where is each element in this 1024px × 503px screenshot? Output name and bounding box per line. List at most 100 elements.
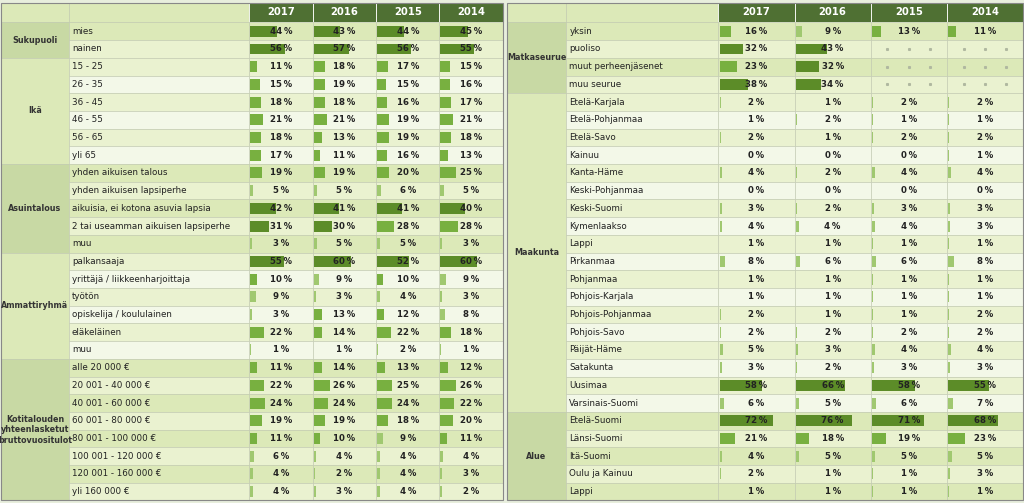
Text: yhden aikuisen lapsiperhe: yhden aikuisen lapsiperhe	[72, 186, 186, 195]
Text: 60 001 - 80 000 €: 60 001 - 80 000 €	[72, 416, 151, 426]
Text: 41 %: 41 %	[396, 204, 419, 213]
Bar	[376, 164, 439, 182]
Bar	[377, 114, 389, 125]
Bar	[440, 309, 445, 320]
Text: Kainuu: Kainuu	[569, 151, 599, 160]
Bar	[69, 111, 250, 129]
Text: 23 %: 23 %	[974, 434, 996, 443]
Bar	[376, 23, 439, 40]
Bar	[948, 97, 949, 108]
Bar	[251, 43, 285, 54]
Bar	[870, 288, 947, 306]
Bar	[796, 327, 797, 338]
Bar	[796, 79, 821, 90]
Text: 14 %: 14 %	[333, 363, 355, 372]
Bar	[377, 203, 402, 214]
Bar	[440, 238, 442, 249]
Bar	[439, 253, 503, 270]
Bar	[377, 380, 392, 391]
Bar	[312, 75, 376, 93]
Text: 41 %: 41 %	[333, 204, 355, 213]
Text: 42 %: 42 %	[270, 204, 292, 213]
Bar	[719, 288, 795, 306]
Text: 4 %: 4 %	[463, 452, 479, 461]
Text: 1 %: 1 %	[824, 487, 841, 496]
Bar	[440, 274, 446, 285]
Bar	[871, 132, 873, 143]
Text: 1 %: 1 %	[824, 310, 841, 319]
Text: 5 %: 5 %	[336, 239, 352, 248]
Bar	[947, 341, 1023, 359]
Text: 43 %: 43 %	[333, 27, 355, 36]
Text: 45 %: 45 %	[460, 27, 482, 36]
Bar	[312, 235, 376, 253]
Text: 1 %: 1 %	[977, 487, 993, 496]
Bar	[250, 359, 312, 377]
Text: 23 %: 23 %	[745, 62, 768, 71]
Text: 6 %: 6 %	[824, 257, 841, 266]
Bar	[69, 377, 250, 394]
Bar	[376, 146, 439, 164]
Bar	[795, 3, 870, 23]
Bar	[69, 200, 250, 217]
Bar	[313, 433, 319, 444]
Text: 4 %: 4 %	[399, 452, 416, 461]
Text: 52 %: 52 %	[396, 257, 419, 266]
Bar	[947, 447, 1023, 465]
Text: 9 %: 9 %	[399, 434, 416, 443]
Text: 36 - 45: 36 - 45	[72, 98, 102, 107]
Bar	[313, 167, 326, 179]
Bar	[796, 203, 797, 214]
Bar	[440, 380, 457, 391]
Text: 31 %: 31 %	[270, 221, 292, 230]
Bar	[947, 111, 1023, 129]
Bar	[720, 397, 724, 408]
Bar	[871, 26, 882, 37]
Bar	[795, 323, 870, 341]
Text: 2 %: 2 %	[901, 328, 916, 337]
Bar	[377, 220, 394, 231]
Bar	[507, 23, 566, 93]
Bar	[251, 79, 260, 90]
Bar	[566, 93, 719, 111]
Bar	[720, 26, 731, 37]
Bar	[795, 58, 870, 75]
Text: 3 %: 3 %	[977, 469, 993, 478]
Text: 13 %: 13 %	[460, 151, 482, 160]
Text: Itä-Suomi: Itä-Suomi	[569, 452, 611, 461]
Text: 2 %: 2 %	[824, 115, 841, 124]
Bar	[377, 327, 390, 338]
Bar	[719, 58, 795, 75]
Text: 2 %: 2 %	[399, 346, 416, 355]
Text: 19 %: 19 %	[270, 416, 292, 426]
Bar	[376, 253, 439, 270]
Bar	[870, 200, 947, 217]
Text: alle 20 000 €: alle 20 000 €	[72, 363, 129, 372]
Bar	[250, 323, 312, 341]
Text: 5 %: 5 %	[399, 239, 416, 248]
Text: 32 %: 32 %	[821, 62, 844, 71]
Bar	[870, 23, 947, 40]
Text: 6 %: 6 %	[901, 257, 916, 266]
Bar	[440, 291, 442, 302]
Bar	[566, 23, 719, 40]
Text: 13 %: 13 %	[898, 27, 920, 36]
Bar	[313, 79, 326, 90]
Bar	[720, 167, 723, 179]
Bar	[312, 217, 376, 235]
Bar	[871, 451, 876, 462]
Bar	[312, 40, 376, 58]
Bar	[947, 217, 1023, 235]
Bar	[719, 447, 795, 465]
Bar	[312, 394, 376, 412]
Text: 2 %: 2 %	[824, 169, 841, 178]
Text: 8 %: 8 %	[749, 257, 765, 266]
Bar	[439, 412, 503, 430]
Text: Varsinais-Suomi: Varsinais-Suomi	[569, 398, 639, 407]
Bar	[1, 58, 69, 164]
Bar	[870, 359, 947, 377]
Text: 7 %: 7 %	[977, 398, 993, 407]
Bar	[251, 203, 276, 214]
Bar	[796, 114, 797, 125]
Bar	[795, 341, 870, 359]
